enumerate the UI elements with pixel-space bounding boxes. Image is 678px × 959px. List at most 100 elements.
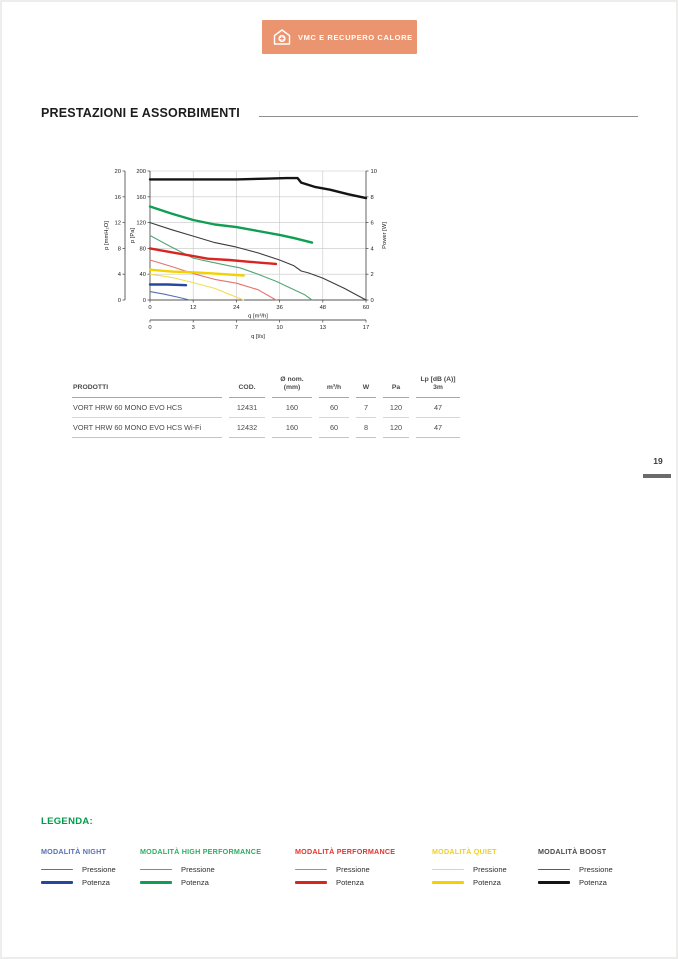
legend-group: MODALITÀ NIGHT Pressione Potenza — [41, 847, 116, 889]
legend-item: Potenza — [295, 876, 395, 889]
table-cell: 160 — [272, 418, 312, 438]
table-header-cell: Ø nom. (mm) — [272, 372, 312, 398]
series-modalit-boost-potenza — [148, 176, 368, 200]
axis-label-power: Power [W] — [382, 222, 388, 249]
tick-label-power: 8 — [371, 195, 374, 201]
series-modalit-boost-pressione — [149, 222, 367, 301]
table-cell: 12431 — [229, 398, 265, 418]
legend-item-label: Potenza — [181, 878, 209, 887]
legend-line-swatch — [295, 880, 327, 885]
legend-line-swatch — [432, 880, 464, 885]
legend-item-label: Potenza — [82, 878, 110, 887]
tick-label-mmh2o: 16 — [115, 195, 121, 201]
legend-item-label: Pressione — [82, 865, 116, 874]
tick-label-mmh2o: 0 — [118, 298, 121, 304]
table-row: VORT HRW 60 MONO EVO HCS 12431 160 60 7 120 47 — [72, 398, 460, 418]
legend-item: Potenza — [140, 876, 261, 889]
legend-item: Potenza — [538, 876, 613, 889]
tick-label-power: 2 — [371, 272, 374, 278]
title-rule — [259, 116, 638, 117]
legend-item: Pressione — [432, 863, 507, 876]
table-cell: 60 — [319, 418, 349, 438]
series-modalit-high-performance-potenza — [148, 205, 314, 244]
house-plus-icon — [272, 28, 292, 46]
tick-label-x: 48 — [320, 305, 326, 311]
table-cell: VORT HRW 60 MONO EVO HCS Wi-Fi — [72, 418, 222, 438]
axis-label-x: q [m³/h] — [248, 314, 268, 320]
legend-line-swatch — [538, 868, 570, 871]
table-cell: 47 — [416, 398, 460, 418]
legend-item: Pressione — [295, 863, 395, 876]
table-header-cell: Pa — [383, 372, 409, 398]
category-badge: VMC E RECUPERO CALORE — [262, 20, 417, 54]
legend-line-swatch — [538, 880, 570, 885]
tick-label-ls: 13 — [320, 325, 326, 331]
tick-label-pa: 160 — [136, 195, 146, 201]
legend-item: Pressione — [41, 863, 116, 876]
tick-label-ls: 17 — [363, 325, 369, 331]
tick-label-x: 24 — [233, 305, 240, 311]
legend-group: MODALITÀ PERFORMANCE Pressione Potenza — [295, 847, 395, 889]
tick-label-mmh2o: 8 — [118, 246, 121, 252]
legend-line-swatch — [140, 880, 172, 885]
table-cell: 8 — [356, 418, 376, 438]
tick-label-mmh2o: 4 — [118, 272, 122, 278]
legend-item-label: Pressione — [473, 865, 507, 874]
table-cell: 160 — [272, 398, 312, 418]
tick-label-pa: 80 — [140, 246, 146, 252]
tick-label-ls: 7 — [235, 325, 238, 331]
legend-line-swatch — [140, 868, 172, 871]
table-body: VORT HRW 60 MONO EVO HCS 12431 160 60 7 120 47… — [72, 398, 460, 438]
table-header-cell: m³/h — [319, 372, 349, 398]
page-number-bar — [643, 474, 671, 478]
tick-label-power: 0 — [371, 298, 374, 304]
series-modalit-performance-pressione — [149, 259, 277, 301]
legend-line-swatch — [295, 868, 327, 871]
legend-group-title: MODALITÀ QUIET — [432, 847, 497, 856]
series-modalit-night-potenza — [148, 283, 188, 287]
axis-label-mmh2o: p [mmH₂O] — [104, 221, 110, 250]
page-title: PRESTAZIONI E ASSORBIMENTI — [41, 106, 240, 120]
table-header-cell: W — [356, 372, 376, 398]
legend-group-title: MODALITÀ BOOST — [538, 847, 607, 856]
table-header-cell: PRODOTTI — [72, 372, 222, 398]
table-cell: 12432 — [229, 418, 265, 438]
legend-item-label: Pressione — [579, 865, 613, 874]
legend-group-title: MODALITÀ PERFORMANCE — [295, 847, 396, 856]
table-cell: VORT HRW 60 MONO EVO HCS — [72, 398, 222, 418]
tick-label-ls: 10 — [276, 325, 282, 331]
legend-group: MODALITÀ HIGH PERFORMANCE Pressione Potenz… — [140, 847, 261, 889]
legend-item: Pressione — [140, 863, 261, 876]
table-cell: 120 — [383, 418, 409, 438]
legend-line-swatch — [41, 868, 73, 871]
legend-item: Potenza — [432, 876, 507, 889]
tick-label-power: 4 — [371, 246, 375, 252]
tick-label-x: 12 — [190, 305, 196, 311]
table-cell: 7 — [356, 398, 376, 418]
tick-label-mmh2o: 20 — [115, 169, 121, 175]
legend-item: Pressione — [538, 863, 613, 876]
legend-item-label: Potenza — [579, 878, 607, 887]
legend-line-swatch — [432, 868, 464, 871]
table-header: PRODOTTI COD. Ø nom. (mm) m³/h W Pa Lp [dB (A)]… — [72, 372, 460, 398]
tick-label-ls: 3 — [192, 325, 195, 331]
table-cell: 47 — [416, 418, 460, 438]
tick-label-x: 36 — [276, 305, 282, 311]
tick-label-x: 60 — [363, 305, 369, 311]
products-table: PRODOTTI COD. Ø nom. (mm) m³/h W Pa Lp [dB (A)]… — [65, 372, 467, 438]
tick-label-x: 0 — [148, 305, 151, 311]
legend-item-label: Potenza — [336, 878, 364, 887]
series-modalit-quiet-potenza — [148, 268, 245, 277]
table-cell: 120 — [383, 398, 409, 418]
legend-title: LEGENDA: — [41, 816, 94, 827]
tick-label-pa: 120 — [136, 221, 146, 227]
table-header-cell: COD. — [229, 372, 265, 398]
tick-label-ls: 0 — [148, 325, 151, 331]
tick-label-power: 6 — [371, 221, 374, 227]
tick-label-power: 10 — [371, 169, 377, 175]
legend-group-title: MODALITÀ HIGH PERFORMANCE — [140, 847, 262, 856]
axis-label-ls: q [l/s] — [251, 334, 265, 340]
table-header-cell: Lp [dB (A)] 3m — [416, 372, 460, 398]
